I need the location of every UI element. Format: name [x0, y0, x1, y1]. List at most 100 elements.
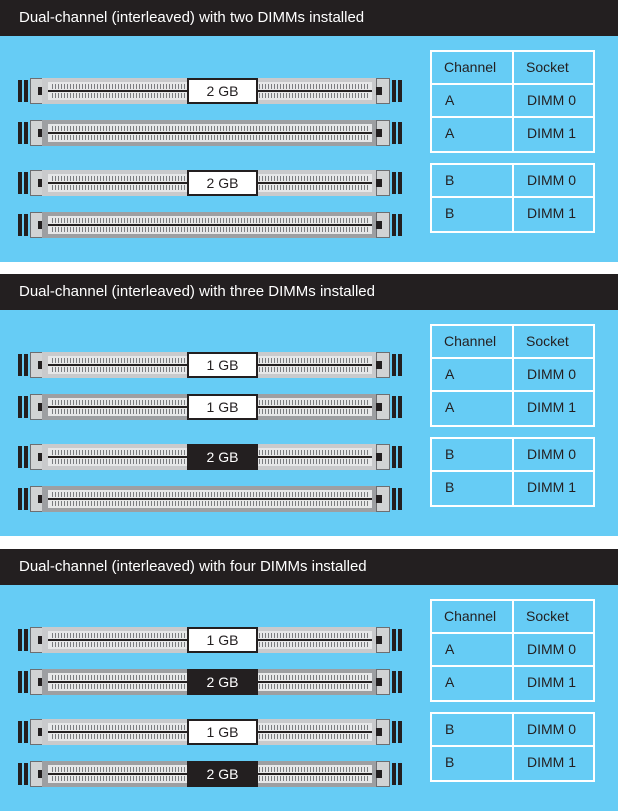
socket-cell: DIMM 0: [527, 641, 576, 657]
table-header-row: Channel Socket: [432, 52, 593, 85]
channel-cell: A: [432, 85, 514, 116]
config-panel: Dual-channel (interleaved) with four DIM…: [0, 549, 618, 811]
dimm-slot: 1 GB: [18, 719, 402, 745]
memory-module: 2 GB: [187, 761, 258, 787]
channel-b-table: B DIMM 0 B DIMM 1: [430, 712, 595, 782]
dimm-slot: [18, 486, 402, 512]
socket-cell: DIMM 0: [527, 721, 576, 737]
panel-title: Dual-channel (interleaved) with two DIMM…: [0, 0, 618, 36]
dimm-slot: 1 GB: [18, 352, 402, 378]
table-row: B DIMM 0: [432, 439, 593, 472]
channel-a-table: Channel Socket A DIMM 0 A DIMM 1: [430, 50, 595, 153]
slot-latch: [372, 669, 402, 695]
panel-title: Dual-channel (interleaved) with three DI…: [0, 274, 618, 310]
channel-cell: B: [432, 165, 514, 196]
slot-latch: [18, 78, 48, 104]
config-panel: Dual-channel (interleaved) with three DI…: [0, 274, 618, 536]
table-row: B DIMM 0: [432, 714, 593, 747]
channel-cell: B: [432, 714, 514, 745]
table-row: B DIMM 1: [432, 198, 593, 231]
channel-header: Channel: [432, 326, 514, 357]
table-header-row: Channel Socket: [432, 326, 593, 359]
socket-cell: DIMM 1: [527, 399, 576, 415]
channel-cell: A: [432, 118, 514, 151]
channel-cell: B: [432, 439, 514, 470]
slot-latch: [372, 120, 402, 146]
table-row: A DIMM 1: [432, 118, 593, 151]
slot-latch: [372, 719, 402, 745]
table-row: A DIMM 0: [432, 634, 593, 667]
socket-cell: DIMM 0: [527, 172, 576, 188]
slot-latch: [372, 352, 402, 378]
channel-a-table: Channel Socket A DIMM 0 A DIMM 1: [430, 324, 595, 427]
socket-cell: DIMM 1: [527, 479, 576, 495]
table-row: B DIMM 0: [432, 165, 593, 198]
table-row: A DIMM 0: [432, 85, 593, 118]
socket-header: Socket: [526, 608, 569, 624]
memory-module: 1 GB: [187, 719, 258, 745]
dimm-slot: 1 GB: [18, 394, 402, 420]
slot-latch: [372, 170, 402, 196]
socket-cell: DIMM 0: [527, 366, 576, 382]
panel-title: Dual-channel (interleaved) with four DIM…: [0, 549, 618, 585]
socket-cell: DIMM 0: [527, 446, 576, 462]
slot-rail: [42, 120, 378, 146]
channel-b-table: B DIMM 0 B DIMM 1: [430, 163, 595, 233]
channel-b-table: B DIMM 0 B DIMM 1: [430, 437, 595, 507]
socket-cell: DIMM 0: [527, 92, 576, 108]
dimm-slot: 2 GB: [18, 170, 402, 196]
table-row: A DIMM 1: [432, 392, 593, 425]
memory-module: 1 GB: [187, 627, 258, 653]
dimm-slot: 2 GB: [18, 444, 402, 470]
slot-latch: [372, 78, 402, 104]
memory-module: 2 GB: [187, 444, 258, 470]
slot-rail: [42, 486, 378, 512]
table-row: A DIMM 1: [432, 667, 593, 700]
memory-module: 2 GB: [187, 170, 258, 196]
memory-module: 1 GB: [187, 394, 258, 420]
memory-module: 2 GB: [187, 669, 258, 695]
dimm-slot: 2 GB: [18, 78, 402, 104]
table-row: A DIMM 0: [432, 359, 593, 392]
socket-header: Socket: [526, 333, 569, 349]
slot-latch: [372, 394, 402, 420]
channel-header: Channel: [432, 52, 514, 83]
channel-cell: B: [432, 198, 514, 231]
channel-cell: B: [432, 472, 514, 505]
channel-a-table: Channel Socket A DIMM 0 A DIMM 1: [430, 599, 595, 702]
socket-cell: DIMM 1: [527, 125, 576, 141]
channel-cell: A: [432, 634, 514, 665]
slot-latch: [372, 627, 402, 653]
table-row: B DIMM 1: [432, 747, 593, 780]
memory-module: 1 GB: [187, 352, 258, 378]
socket-header: Socket: [526, 59, 569, 75]
panel-body: 2 GB: [0, 36, 618, 262]
dimm-slot: [18, 212, 402, 238]
config-panel: Dual-channel (interleaved) with two DIMM…: [0, 0, 618, 262]
slot-latch: [372, 444, 402, 470]
memory-module: 2 GB: [187, 78, 258, 104]
socket-cell: DIMM 1: [527, 754, 576, 770]
slot-latch: [18, 761, 48, 787]
dimm-slot: 2 GB: [18, 669, 402, 695]
panel-body: 1 GB 1 GB: [0, 310, 618, 536]
slot-latch: [18, 627, 48, 653]
channel-cell: A: [432, 392, 514, 425]
channel-cell: A: [432, 359, 514, 390]
table-header-row: Channel Socket: [432, 601, 593, 634]
dimm-slot: [18, 120, 402, 146]
slot-rail: [42, 212, 378, 238]
channel-header: Channel: [432, 601, 514, 632]
dimm-slot: 1 GB: [18, 627, 402, 653]
channel-cell: A: [432, 667, 514, 700]
slot-latch: [372, 212, 402, 238]
dimm-slot: 2 GB: [18, 761, 402, 787]
socket-cell: DIMM 1: [527, 674, 576, 690]
slot-latch: [18, 212, 48, 238]
panel-body: 1 GB 2 GB: [0, 585, 618, 811]
table-row: B DIMM 1: [432, 472, 593, 505]
socket-cell: DIMM 1: [527, 205, 576, 221]
slot-latch: [372, 486, 402, 512]
slot-latch: [372, 761, 402, 787]
channel-cell: B: [432, 747, 514, 780]
